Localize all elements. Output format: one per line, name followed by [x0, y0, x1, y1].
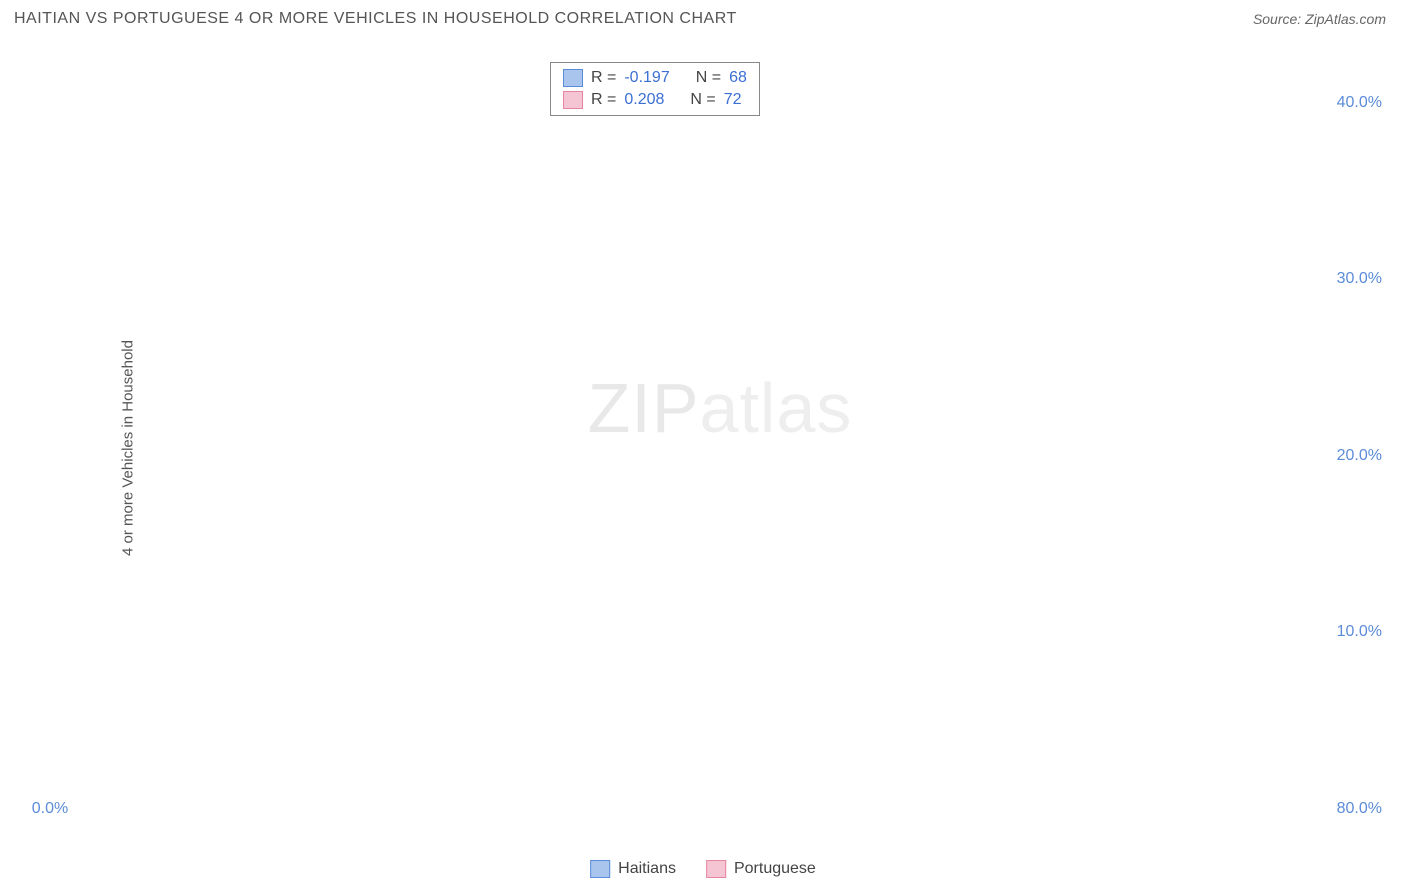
chart-area: 4 or more Vehicles in Household ZIPatlas… [50, 48, 1390, 848]
r-label: R = [591, 69, 616, 87]
correlation-stats-box: R = -0.197 N = 68 R = 0.208 N = 72 [550, 62, 760, 116]
chart-title: HAITIAN VS PORTUGUESE 4 OR MORE VEHICLES… [14, 10, 737, 28]
bottom-legend: Haitians Portuguese [590, 860, 816, 878]
header: HAITIAN VS PORTUGUESE 4 OR MORE VEHICLES… [0, 0, 1406, 34]
stats-row-haitians: R = -0.197 N = 68 [563, 67, 747, 89]
x-tick-label: 80.0% [1337, 800, 1382, 818]
stats-row-portuguese: R = 0.208 N = 72 [563, 89, 747, 111]
swatch-portuguese [706, 860, 726, 878]
legend-label-portuguese: Portuguese [734, 860, 816, 878]
n-value-haitians: 68 [729, 69, 747, 87]
r-label: R = [591, 91, 616, 109]
n-value-portuguese: 72 [724, 91, 742, 109]
r-value-haitians: -0.197 [624, 69, 669, 87]
y-tick-label: 20.0% [1337, 447, 1382, 465]
legend-label-haitians: Haitians [618, 860, 676, 878]
n-label: N = [690, 91, 715, 109]
r-value-portuguese: 0.208 [624, 91, 664, 109]
swatch-portuguese [563, 91, 583, 109]
y-tick-label: 40.0% [1337, 94, 1382, 112]
legend-item-portuguese: Portuguese [706, 860, 816, 878]
y-tick-label: 10.0% [1337, 623, 1382, 641]
scatter-plot [50, 48, 1406, 848]
legend-item-haitians: Haitians [590, 860, 676, 878]
n-label: N = [696, 69, 721, 87]
x-tick-label: 0.0% [32, 800, 68, 818]
swatch-haitians [563, 69, 583, 87]
swatch-haitians [590, 860, 610, 878]
source-label: Source: ZipAtlas.com [1253, 11, 1386, 27]
y-tick-label: 30.0% [1337, 270, 1382, 288]
